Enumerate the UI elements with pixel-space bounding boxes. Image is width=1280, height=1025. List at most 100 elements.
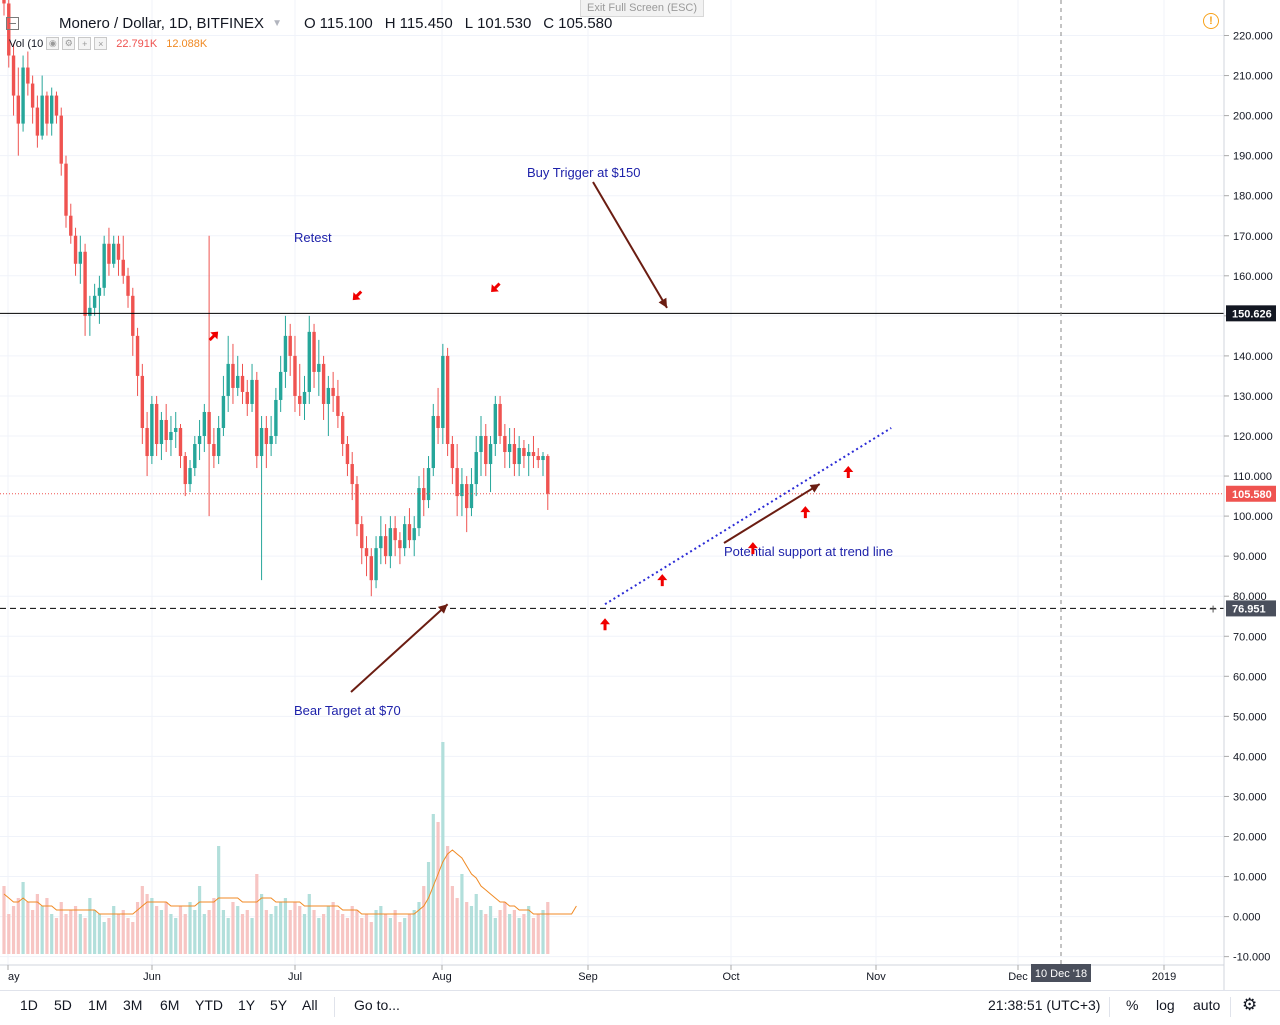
time-tick-label: Dec [1008, 971, 1028, 983]
log-toggle[interactable]: log [1156, 997, 1175, 1013]
volume-bar [217, 846, 221, 954]
volume-bar [412, 910, 416, 954]
exit-fullscreen-button[interactable]: Exit Full Screen (ESC) [580, 0, 705, 17]
clock-display[interactable]: 21:38:51 (UTC+3) [988, 997, 1101, 1013]
candle-body [326, 387, 331, 404]
auto-toggle[interactable]: auto [1193, 997, 1221, 1013]
volume-ma-value: 12.088K [166, 37, 208, 50]
volume-bar [155, 906, 159, 954]
volume-bar [517, 918, 521, 954]
volume-bar [140, 886, 144, 954]
candle-body [259, 427, 264, 457]
volume-bar [331, 902, 335, 954]
chevron-down-icon[interactable]: ▼ [272, 17, 282, 29]
volume-bar [7, 914, 11, 954]
volume-bar [302, 914, 307, 954]
bottom-toolbar: 1D 5D 1M 3M 6M YTD 1Y 5Y All Go to... 21… [0, 990, 1280, 1025]
candle-body [202, 411, 207, 436]
percent-toggle[interactable]: % [1126, 997, 1139, 1013]
volume-bar [102, 922, 106, 954]
candle-body [274, 399, 278, 436]
volume-bar [73, 906, 78, 954]
candle-body [88, 307, 92, 316]
candle-body [169, 431, 173, 441]
eye-icon[interactable]: ◉ [46, 37, 60, 50]
price-tick-label: 60.000 [1233, 671, 1267, 683]
volume-bar [240, 914, 245, 954]
candle-body [531, 452, 536, 457]
candle-body [154, 403, 159, 445]
candle-body [479, 436, 483, 453]
volume-bar [250, 918, 254, 954]
price-chart[interactable]: Buy Trigger at $150 Retest Bear Target at … [0, 0, 1280, 990]
volume-indicator-label[interactable]: Vol (10 [9, 37, 44, 50]
buy-trigger-annotation: Buy Trigger at $150 [527, 165, 640, 180]
volume-bar [178, 906, 183, 954]
volume-bar [45, 898, 49, 954]
range-3m[interactable]: 3M [123, 997, 143, 1013]
candle-body [355, 484, 359, 525]
candle-body [393, 528, 397, 541]
candle-body [240, 375, 245, 392]
candle-body [336, 395, 340, 416]
range-5y[interactable]: 5Y [270, 997, 288, 1013]
marker-arrow-icon [491, 282, 501, 293]
volume-bar [369, 922, 373, 954]
volume-bar [83, 918, 87, 954]
candle-body [369, 556, 373, 581]
volume-bar [259, 894, 264, 954]
candle-body [126, 275, 130, 296]
volume-bar [283, 898, 288, 954]
range-1m[interactable]: 1M [88, 997, 108, 1013]
exclamation-circle-icon[interactable]: ! [1203, 13, 1219, 29]
range-5d[interactable]: 5D [54, 997, 72, 1013]
volume-bar [422, 886, 426, 954]
time-tick-label: Oct [722, 971, 739, 983]
settings-small-icon[interactable]: ⚙ [62, 37, 76, 50]
candle-body [436, 415, 440, 428]
range-1d[interactable]: 1D [20, 997, 38, 1013]
candle-body [498, 403, 502, 436]
volume-bar [345, 918, 350, 954]
candle-body [541, 456, 545, 461]
candle-body [474, 452, 478, 485]
range-all[interactable]: All [302, 997, 318, 1013]
volume-bar [536, 914, 540, 954]
marker-arrow-icon [657, 574, 668, 587]
volume-bar [527, 906, 531, 954]
marker-arrow-icon [208, 331, 219, 342]
price-tick-label: 20.000 [1233, 832, 1267, 844]
volume-bar [360, 918, 364, 954]
price-tick-label: 40.000 [1233, 751, 1267, 763]
high-value: 115.450 [399, 14, 453, 32]
trend-line [604, 427, 892, 606]
range-6m[interactable]: 6M [160, 997, 180, 1013]
candle-body [364, 548, 369, 557]
close-icon[interactable]: × [94, 37, 108, 50]
price-tick-label: 140.000 [1233, 351, 1273, 363]
volume-bar [169, 914, 173, 954]
candle-body [302, 391, 307, 404]
price-tick-label: 70.000 [1233, 631, 1267, 643]
plus-icon[interactable]: + [78, 37, 92, 50]
candle-body [188, 468, 192, 485]
collapse-icon[interactable] [6, 16, 19, 30]
candle-body [307, 331, 311, 392]
pointer-arrow-head [809, 484, 820, 493]
range-ytd[interactable]: YTD [195, 997, 223, 1013]
range-1y[interactable]: 1Y [238, 997, 256, 1013]
volume-bar [226, 918, 230, 954]
crosshair-date-label: 10 Dec '18 [1035, 968, 1087, 980]
retest-annotation: Retest [294, 230, 332, 245]
low-value: 101.530 [477, 14, 532, 32]
candle-body [450, 444, 455, 469]
goto-button[interactable]: Go to... [354, 997, 400, 1013]
marker-arrow-shape [600, 618, 611, 631]
candle-body [417, 488, 421, 529]
volume-bar [312, 910, 316, 954]
price-level-tag-label: 105.580 [1232, 489, 1272, 501]
marker-arrow-icon [600, 618, 611, 631]
gear-icon[interactable]: ⚙ [1242, 995, 1258, 1014]
symbol-title[interactable]: Monero / Dollar, 1D, BITFINEX [59, 14, 265, 32]
candle-body [536, 456, 540, 461]
